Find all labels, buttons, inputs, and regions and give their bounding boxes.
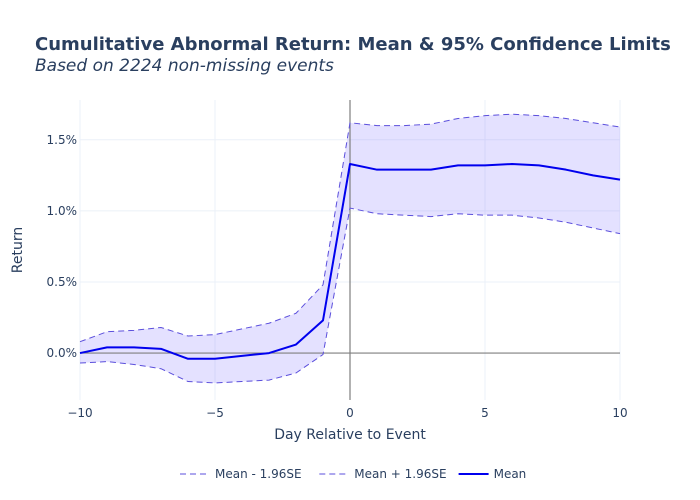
y-tick-label: 1.5% (47, 133, 78, 147)
chart-subtitle: Based on 2224 non-missing events (35, 56, 334, 76)
x-tick-label: 0 (346, 406, 354, 420)
y-tick-label: 0.0% (47, 346, 78, 360)
y-tick-label: 0.5% (47, 275, 78, 289)
y-tick-label: 1.0% (47, 204, 78, 218)
x-axis-ticks: −10 −5 0 5 10 (67, 406, 627, 420)
legend-label: Mean - 1.96SE (215, 467, 302, 481)
x-axis-title: Day Relative to Event (274, 427, 426, 443)
x-tick-label: 5 (481, 406, 489, 420)
series-line-mean (79, 162, 621, 360)
x-tick-label: −10 (67, 406, 92, 420)
series-lines (79, 113, 621, 384)
legend-label: Mean + 1.96SE (354, 467, 446, 481)
x-tick-label: 10 (612, 406, 627, 420)
series-line-mean-1-96se (79, 113, 621, 343)
y-axis-ticks: 0.0% 0.5% 1.0% 1.5% (47, 133, 78, 360)
legend-label: Mean (494, 467, 527, 481)
confidence-band (80, 114, 620, 383)
x-tick-label: −5 (206, 406, 224, 420)
y-axis-title: Return (10, 227, 26, 273)
chart-title: Cumulitative Abnormal Return: Mean & 95%… (35, 34, 671, 55)
series-line-mean-1-96se (79, 207, 621, 384)
legend: Mean - 1.96SE Mean + 1.96SE Mean (180, 467, 526, 481)
